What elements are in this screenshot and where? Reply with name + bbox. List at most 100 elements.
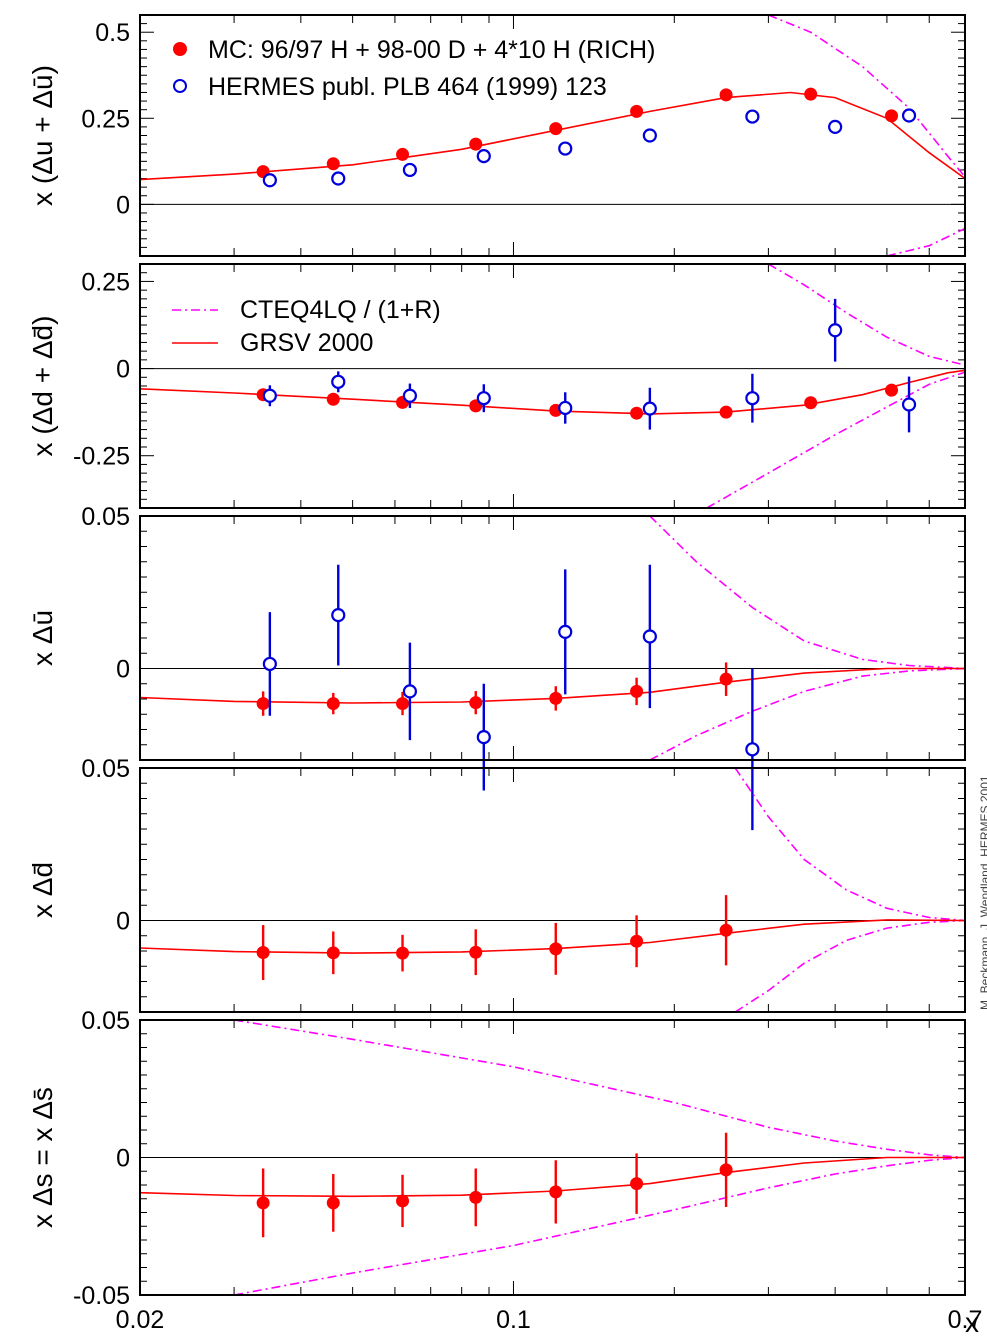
panel-frame — [139, 767, 966, 1013]
y-tick-label: 0.5 — [95, 19, 130, 47]
mc-point — [885, 383, 899, 397]
grsv-curve — [140, 919, 965, 954]
hermes-point — [558, 141, 573, 156]
cteq-upper-curve — [767, 264, 965, 366]
hermes-point — [745, 391, 760, 406]
legend-hermes-marker — [173, 79, 187, 93]
panel-frame — [139, 14, 966, 257]
mc-point — [469, 137, 483, 151]
mc-point — [804, 396, 818, 410]
mc-point — [549, 122, 563, 136]
panel-frame — [139, 515, 966, 761]
y-tick-label: 0.05 — [81, 1007, 130, 1035]
hermes-point — [331, 171, 346, 186]
hermes-point — [402, 684, 418, 699]
hermes-point — [262, 388, 277, 403]
mc-point — [719, 405, 733, 419]
mc-point — [469, 696, 483, 710]
hermes-point — [476, 730, 491, 745]
mc-point — [549, 1185, 563, 1199]
grsv-curve — [140, 1156, 965, 1198]
y-tick-label: 0.25 — [81, 105, 130, 133]
mc-point — [396, 147, 410, 161]
panel-frame — [139, 1019, 966, 1296]
cteq-upper-curve — [233, 1020, 965, 1159]
mc-point — [256, 697, 270, 711]
mc-point — [719, 923, 733, 937]
mc-point — [630, 934, 644, 948]
legend-mc-marker — [173, 42, 187, 56]
hermes-point — [476, 149, 491, 164]
mc-point — [719, 88, 733, 102]
y-tick-label: 0.05 — [81, 503, 130, 531]
hermes-point — [402, 162, 418, 178]
mc-point — [630, 1177, 644, 1191]
hermes-point — [402, 388, 418, 403]
mc-point — [719, 1163, 733, 1177]
cteq-lower-curve — [706, 371, 965, 508]
legend-mc-label: MC: 96/97 H + 98-00 D + 4*10 H (RICH) — [208, 36, 655, 64]
cteq-upper-curve — [649, 516, 965, 670]
hermes-point — [745, 742, 760, 757]
cteq-upper-curve — [768, 15, 965, 178]
hermes-point — [262, 656, 277, 672]
mc-point — [396, 946, 410, 960]
hermes-point — [262, 173, 277, 188]
cteq-lower-curve — [886, 227, 965, 256]
x-axis-label: x — [965, 1307, 979, 1338]
y-axis-label: x Δs = x Δs̄ — [27, 1087, 58, 1228]
x-tick-label: 0.1 — [496, 1306, 531, 1334]
mc-point — [885, 109, 899, 123]
mc-point — [630, 104, 644, 118]
mc-point — [630, 684, 644, 698]
mc-point — [326, 157, 340, 171]
hermes-point — [745, 109, 760, 124]
mc-point — [549, 942, 563, 956]
hermes-point — [828, 119, 843, 134]
hermes-point — [331, 374, 346, 389]
mc-point — [469, 1190, 483, 1204]
hermes-point — [642, 128, 657, 143]
mc-point — [396, 697, 410, 711]
mc-point — [549, 691, 563, 705]
mc-point — [804, 87, 818, 101]
y-tick-label: 0.25 — [81, 268, 130, 296]
hermes-point — [901, 108, 917, 123]
hermes-point — [558, 624, 573, 640]
x-tick-label: 0.02 — [116, 1306, 165, 1334]
mc-point — [630, 406, 644, 420]
y-axis-label: x Δū — [27, 610, 58, 666]
legend-hermes-label: HERMES publ. PLB 464 (1999) 123 — [208, 73, 607, 101]
mc-point — [256, 1196, 270, 1210]
cteq-upper-curve — [734, 768, 965, 922]
mc-point — [256, 946, 270, 960]
mc-point — [396, 1194, 410, 1208]
y-tick-label: 0 — [116, 356, 130, 384]
y-tick-label: 0 — [116, 656, 130, 684]
x-tick-label: 0.7 — [948, 1306, 983, 1334]
y-axis-label: x (Δu + Δū) — [27, 65, 58, 206]
hermes-point — [642, 629, 657, 644]
mc-point — [719, 672, 733, 686]
hermes-point — [642, 401, 657, 416]
y-axis-label: x Δd̄ — [27, 862, 58, 918]
legend-cteq-label: CTEQ4LQ / (1+R) — [240, 296, 441, 324]
mc-point — [326, 392, 340, 406]
hermes-point — [558, 400, 573, 416]
cteq-lower-curve — [233, 1156, 965, 1295]
hermes-point — [901, 397, 917, 412]
cteq-lower-curve — [649, 667, 965, 760]
grsv-curve — [140, 667, 965, 704]
hermes-point — [331, 608, 346, 623]
credit-text: M. Beckmann, J. Wendland, HERMES 2001 — [978, 775, 987, 1010]
y-tick-label: 0 — [116, 1145, 130, 1173]
y-axis-label: x (Δd + Δd̄) — [27, 316, 58, 457]
cteq-lower-curve — [734, 919, 965, 1012]
mc-point — [326, 1196, 340, 1210]
mc-point — [326, 946, 340, 960]
hermes-point — [828, 323, 843, 338]
panel-frame — [139, 263, 966, 509]
y-tick-label: -0.25 — [73, 443, 130, 471]
mc-point — [326, 697, 340, 711]
legend-grsv-label: GRSV 2000 — [240, 329, 373, 357]
